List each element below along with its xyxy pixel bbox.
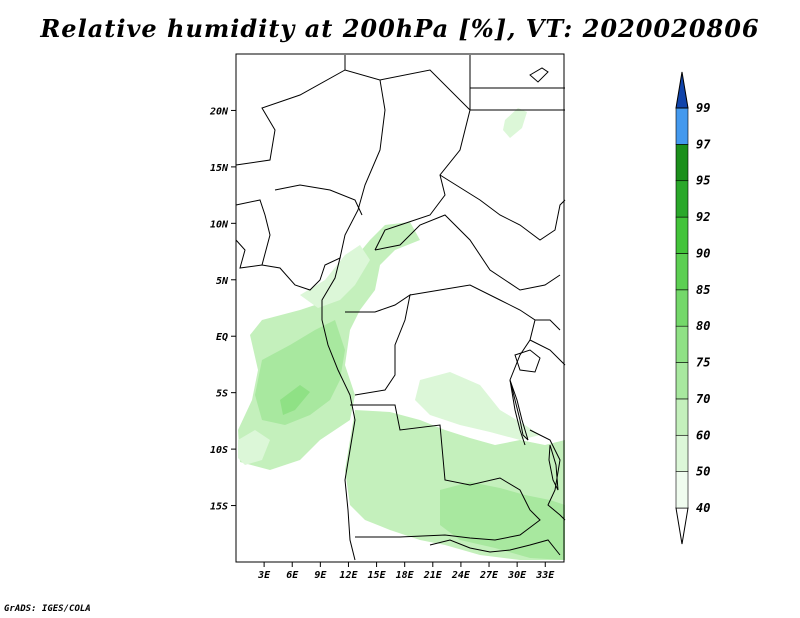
colorbar-label: 50: [696, 465, 710, 479]
border-sudan-south: [439, 174, 566, 241]
colorbar-box: [675, 144, 689, 182]
colorbar-box: [675, 325, 689, 363]
colorbar-lower-triangle: [675, 507, 689, 545]
colorbar-label: 95: [696, 174, 710, 188]
border-zambia-east: [529, 429, 566, 521]
colorbar-label: 70: [696, 392, 710, 406]
border-tanzania: [529, 319, 566, 366]
country-borders: [235, 55, 566, 561]
colorbar-label: 75: [696, 356, 710, 370]
colorbar: 40 50 60 70 75 80 85 90 92 95 97 99: [675, 71, 711, 545]
lon-tick-label: 21E: [423, 570, 443, 581]
humidity-region-central: [255, 320, 345, 425]
border-egypt-sudan: [469, 55, 565, 111]
colorbar-box: [675, 362, 689, 400]
humidity-region-coast-strip: [238, 430, 270, 465]
lon-tick-label: 33E: [535, 570, 555, 581]
lake-malawi: [548, 444, 559, 491]
colorbar-label: 60: [696, 428, 710, 442]
humidity-shading: [238, 108, 565, 560]
lat-tick-label: 5S: [216, 389, 228, 400]
border-niger-chad: [344, 55, 471, 251]
longitude-axis: 3E 6E 9E 12E 15E 18E 21E 24E 27E 30E 33E: [257, 562, 555, 581]
humidity-region-zambia: [440, 482, 565, 560]
colorbar-box: [675, 180, 689, 218]
border-drc-east: [409, 284, 536, 446]
lat-tick-label: 15S: [210, 502, 228, 513]
lat-tick-label: 20N: [209, 106, 229, 117]
lat-tick-label: 10S: [210, 445, 228, 456]
border-car: [374, 214, 561, 291]
colorbar-box: [675, 216, 689, 254]
latitude-axis: 20N 15N 10N 5N EQ 5S 10S 15S: [209, 106, 236, 513]
colorbar-label: 99: [696, 101, 710, 115]
lake-victoria: [514, 349, 541, 373]
humidity-region-darker-streak: [280, 385, 310, 415]
colorbar-label: 90: [696, 246, 710, 260]
lat-tick-label: 15N: [210, 163, 229, 174]
colorbar-box: [675, 434, 689, 472]
lon-tick-label: 12E: [339, 570, 358, 581]
lat-tick-label: 10N: [210, 219, 229, 230]
credit-text: GrADS: IGES/COLA: [4, 604, 91, 614]
lake-tanganyika: [509, 379, 529, 441]
lon-tick-label: 18E: [396, 570, 415, 581]
map-frame: [235, 53, 565, 563]
lat-tick-label: 5N: [216, 276, 229, 287]
lon-tick-label: 6E: [286, 570, 299, 581]
border-congo-drc: [345, 293, 411, 396]
colorbar-box: [675, 398, 689, 436]
border-south: [429, 539, 561, 556]
colorbar-box: [675, 471, 689, 509]
colorbar-label: 40: [696, 501, 710, 515]
border-sahel: [235, 69, 386, 259]
lon-tick-label: 27E: [479, 570, 499, 581]
border-west-minor: [235, 184, 363, 266]
lon-tick-label: 9E: [314, 570, 327, 581]
humidity-region-north-patch: [503, 108, 527, 138]
lon-tick-label: 15E: [368, 570, 387, 581]
lon-tick-label: 3E: [257, 570, 271, 581]
map-title: Relative humidity at 200hPa [%], VT: 202…: [40, 14, 760, 43]
colorbar-upper-triangle: [675, 71, 689, 109]
lon-tick-label: 30E: [507, 570, 527, 581]
colorbar-box: [675, 107, 689, 145]
lat-tick-label: EQ: [216, 332, 228, 343]
colorbar-label: 97: [696, 137, 711, 151]
lon-tick-label: 24E: [451, 570, 471, 581]
humidity-region-east: [415, 372, 540, 440]
colorbar-label: 92: [696, 210, 710, 224]
border-sinai: [529, 67, 549, 83]
coastline-west-africa: [235, 239, 356, 561]
border-angola: [350, 404, 541, 541]
colorbar-box: [675, 253, 689, 291]
colorbar-label: 80: [696, 319, 710, 333]
colorbar-box: [675, 289, 689, 327]
colorbar-label: 85: [696, 283, 710, 297]
